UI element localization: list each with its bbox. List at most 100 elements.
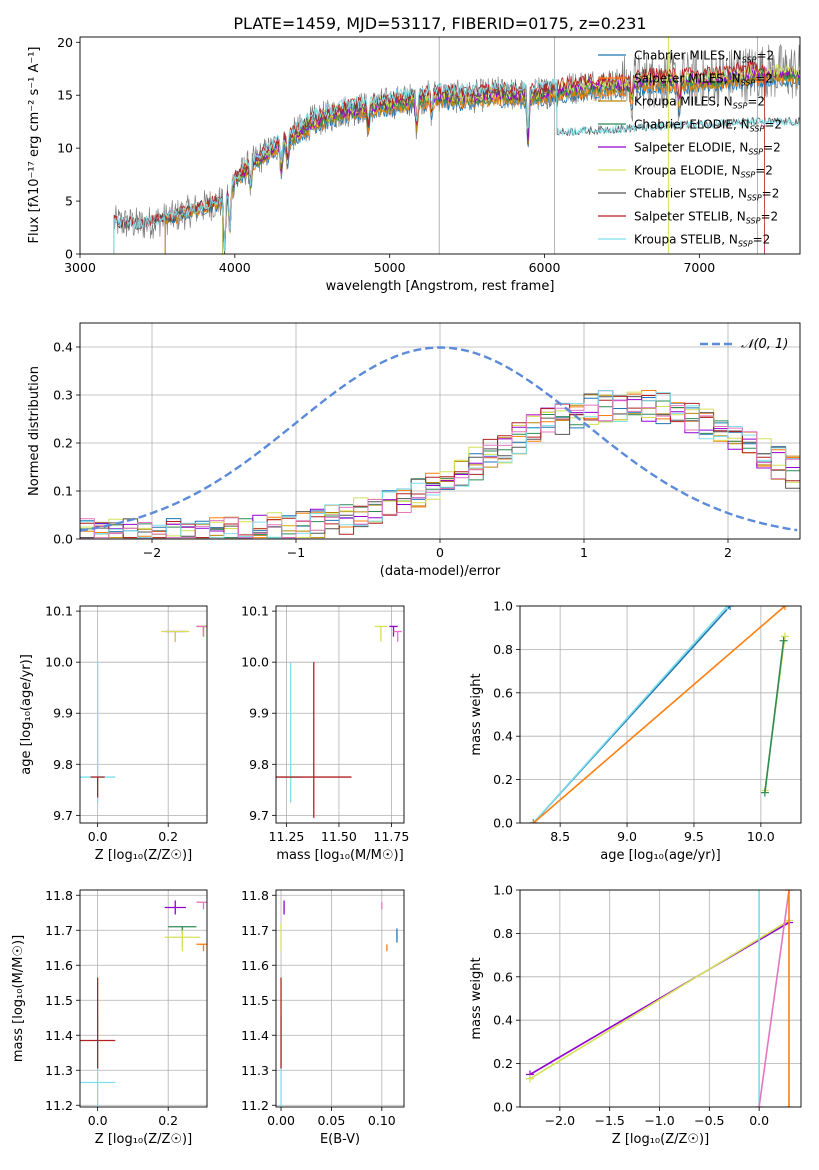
y-tick-label: 9.8 [53,757,73,772]
plot-area [80,346,800,539]
y-tick-label: 0.2 [53,436,73,451]
x-tick-label: 9.0 [617,829,637,844]
y-tick-label: 11.4 [45,1028,73,1043]
x-tick-label: 10.0 [747,829,775,844]
plot-area [113,37,800,254]
y-tick-label: 0.6 [493,969,513,984]
x-tick-label: 9.5 [684,829,704,844]
y-tick-label: 11.3 [241,1063,269,1078]
x-axis-label: Z [log₁₀(Z/Z☉)] [95,848,192,863]
axes-frame [275,889,405,1108]
y-tick-label: 1.0 [493,599,513,614]
weight-line [532,606,786,823]
axes-frame [79,36,801,255]
y-tick-label: 11.5 [241,993,269,1008]
legend-label: Chabrier STELIB, NSSP=2 [634,187,779,203]
legend-label: Chabrier MILES, NSSP=2 [634,49,774,65]
y-axis-label: mass weight [469,957,484,1039]
x-axis-label: age [log₁₀(age/yr)] [600,848,721,863]
plot-area [80,900,207,1107]
x-tick-label: 1 [580,545,588,560]
x-axis-label: Z [log₁₀(Z/Z☉)] [95,1132,192,1147]
x-tick-label: 11.25 [269,829,305,844]
y-tick-label: 9.9 [53,706,73,721]
model-spectrum-salpeter-stelib [113,60,765,254]
histogram-pink [80,400,800,539]
y-tick-label: 9.8 [249,757,269,772]
y-tick-label: 9.9 [249,706,269,721]
y-tick-label: 10 [57,141,73,156]
y-axis-label: Normed distribution [27,366,42,496]
y-tick-label: 10.1 [45,604,73,619]
grid [80,323,800,540]
legend-label: Chabrier ELODIE, NSSP=2 [634,118,782,134]
plot-area [80,625,207,803]
x-tick-label: −0.5 [694,1113,724,1128]
x-tick-label: 11.75 [374,829,410,844]
axes-frame [275,605,405,824]
y-tick-label: 0.4 [493,729,513,744]
legend-label: Kroupa MILES, NSSP=2 [634,95,765,111]
y-tick-label: 11.3 [45,1063,73,1078]
x-tick-label: 0.10 [368,1113,396,1128]
legend-label: Kroupa ELODIE, NSSP=2 [634,164,773,180]
weight-line [529,921,790,1076]
grid [276,890,404,1107]
x-tick-label: 0.0 [88,829,108,844]
y-axis-label: mass weight [469,673,484,755]
normal-curve [80,346,798,532]
y-tick-label: 20 [57,35,73,50]
x-tick-label: 8.5 [550,829,570,844]
weight-line [529,919,790,1080]
x-tick-label: 6000 [529,260,561,275]
axes-frame [519,605,802,824]
x-tick-label: 0.0 [88,1113,108,1128]
grid [276,606,404,823]
age-vs-mass-axes: 11.25 11.50 11.75 9.7 9.8 9.9 10.0 10.1 mass [lo… [241,604,409,863]
mass-weight-vs-z-axes: −2.0 −1.5 −1.0 −0.5 0.0 0.0 0.2 0.4 0.6 0.8 1.0 Z [… [469,883,802,1147]
y-tick-label: 11.4 [241,1028,269,1043]
y-tick-label: 11.8 [241,888,269,903]
y-tick-label: 0.0 [53,532,73,547]
y-tick-label: 0.2 [493,772,513,787]
weight-line [764,640,785,793]
axes-frame [519,889,802,1108]
x-tick-label: −1.5 [595,1113,625,1128]
grid [80,606,207,823]
legend-label: Kroupa STELIB, NSSP=2 [634,233,770,249]
mass-vs-z-axes: 0.0 0.2 11.2 11.3 11.4 11.5 11.6 11.7 11.8 Z [log… [11,888,208,1147]
residual-histogram-axes: −2 −1 0 1 2 0.0 0.1 0.2 0.3 0.4 (data-model)/error… [27,322,801,579]
histogram-kroupa-stelib [80,390,800,539]
weight-line [758,890,790,1107]
plot-area [525,890,794,1107]
x-tick-label: 4000 [219,260,251,275]
y-tick-label: 11.2 [241,1098,269,1113]
legend-label: Salpeter STELIB, NSSP=2 [634,210,778,226]
x-axis-label: (data-model)/error [380,564,501,579]
axes-frame [79,322,801,540]
age-vs-z-axes: 0.0 0.2 9.7 9.8 9.9 10.0 10.1 Z [log₁₀(Z/Z☉)] ag… [19,604,208,863]
x-tick-label: 0.05 [318,1113,346,1128]
y-tick-label: 15 [57,88,73,103]
figure-title: PLATE=1459, MJD=53117, FIBERID=0175, z=0… [233,14,646,33]
x-axis-label: wavelength [Angstrom, rest frame] [326,279,555,294]
y-tick-label: 0.2 [493,1056,513,1071]
x-tick-label: −2.0 [545,1113,575,1128]
plot-area [280,900,398,1107]
legend: Chabrier MILES, NSSP=2 Salpeter MILES, NS… [598,49,782,249]
y-tick-label: 10.0 [241,655,269,670]
y-tick-label: 0.1 [53,484,73,499]
x-tick-label: −2 [143,545,161,560]
grid [80,890,207,1107]
y-tick-label: 0.0 [493,1100,513,1115]
model-spectrum-kroupa-elodie [222,63,800,254]
y-tick-label: 0.4 [493,1013,513,1028]
y-tick-label: 11.6 [241,958,269,973]
y-tick-label: 1.0 [493,883,513,898]
x-axis-label: Z [log₁₀(Z/Z☉)] [612,1132,709,1147]
legend-label: Salpeter MILES, NSSP=2 [634,72,773,88]
y-tick-label: 0.6 [493,685,513,700]
weight-line [532,606,728,823]
y-tick-label: 0.3 [53,388,73,403]
x-axis-label: mass [log₁₀(M/M☉)] [276,848,403,863]
